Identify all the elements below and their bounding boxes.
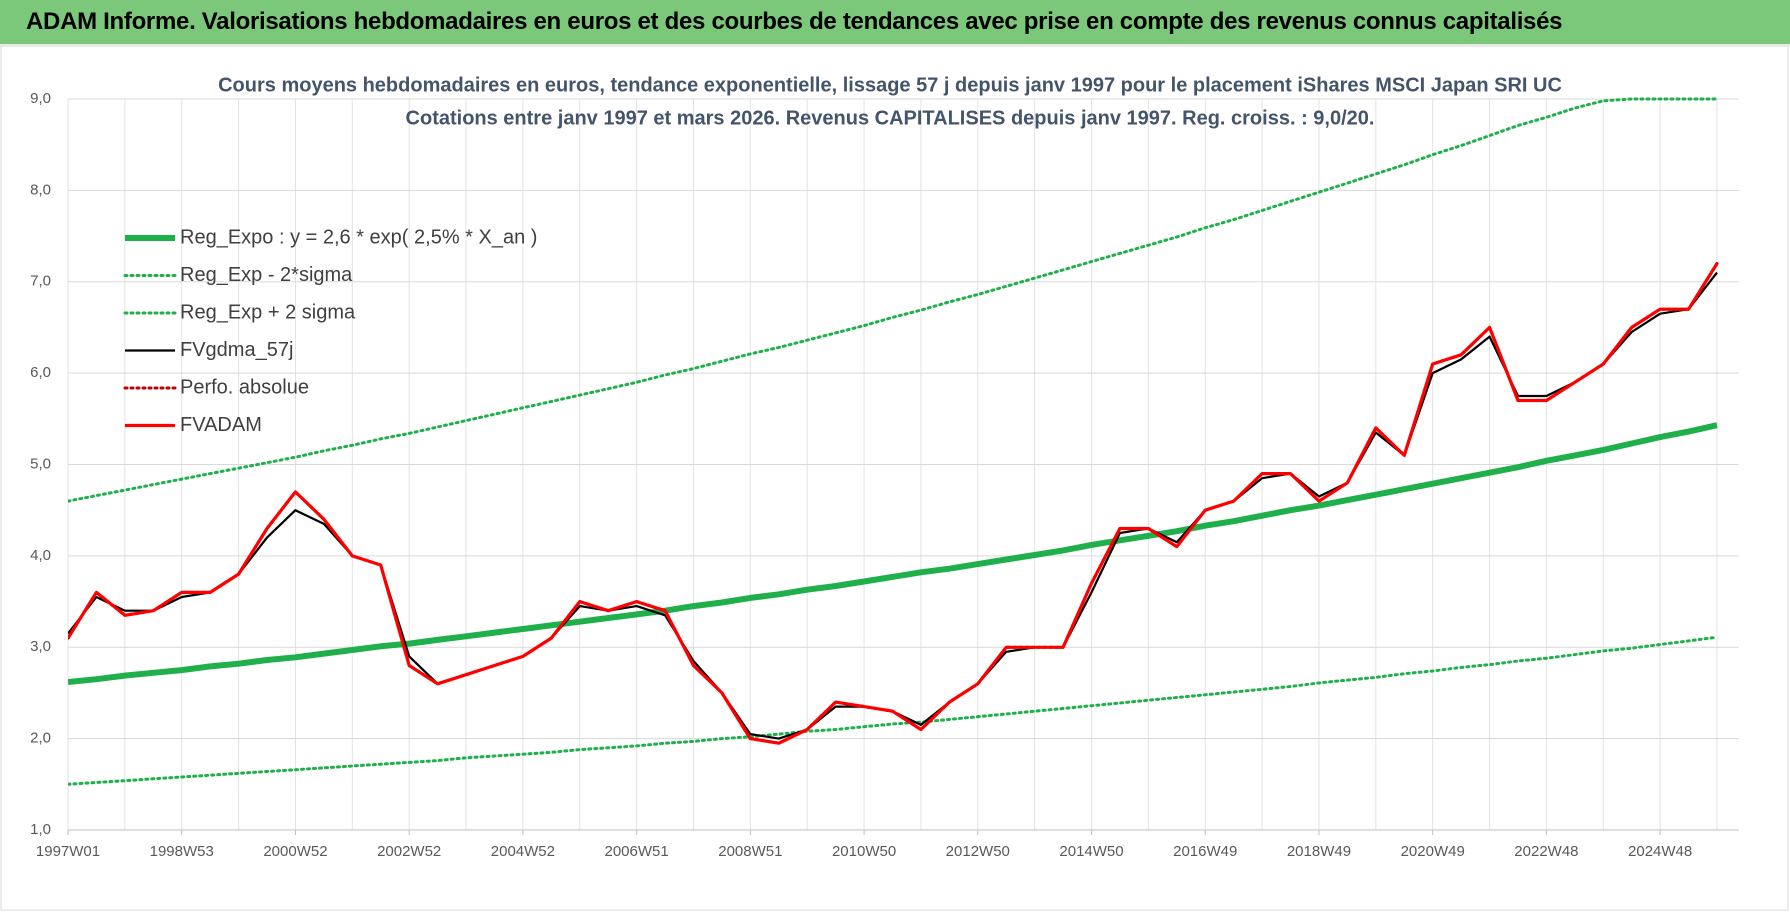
x-tick-label: 2008W51 <box>718 843 782 860</box>
legend-label: FVgdma_57j <box>180 339 293 361</box>
series-line <box>68 97 1719 503</box>
plot-lines <box>68 97 1719 786</box>
chart-subtitle: Cotations entre janv 1997 et mars 2026. … <box>406 107 1375 129</box>
x-tick-label: 2022W48 <box>1514 843 1578 860</box>
x-tick-label: 2014W50 <box>1059 843 1123 860</box>
chart-title: Cours moyens hebdomadaires en euros, ten… <box>218 74 1562 96</box>
legend-label: Reg_Exp + 2 sigma <box>180 301 356 323</box>
x-tick-label: 2012W50 <box>946 843 1010 860</box>
series-line <box>68 635 1719 786</box>
x-tick-label: 1998W53 <box>150 843 214 860</box>
header-bar: ADAM Informe. Valorisations hebdomadaire… <box>0 0 1790 46</box>
x-tick-label: 2018W49 <box>1287 843 1351 860</box>
y-tick-label: 1,0 <box>30 821 51 838</box>
legend-label: FVADAM <box>180 414 262 436</box>
legend-label: Reg_Expo : y = 2,6 * exp( 2,5% * X_an ) <box>180 226 537 248</box>
x-tick-label: 1997W01 <box>36 843 100 860</box>
x-tick-label: 2002W52 <box>377 843 441 860</box>
y-tick-label: 8,0 <box>30 181 51 198</box>
series-line <box>68 271 1718 740</box>
x-tick-label: 2024W48 <box>1628 843 1692 860</box>
series-line <box>68 262 1719 745</box>
page-title: ADAM Informe. Valorisations hebdomadaire… <box>26 8 1563 35</box>
y-tick-label: 2,0 <box>30 730 51 747</box>
x-tick-label: 2010W50 <box>832 843 896 860</box>
x-tick-label: 2020W49 <box>1401 843 1465 860</box>
legend-label: Perfo. absolue <box>180 376 309 398</box>
x-tick-label: 2000W52 <box>263 843 327 860</box>
y-tick-label: 4,0 <box>30 547 51 564</box>
grid <box>67 98 1739 831</box>
x-tick-label: 2016W49 <box>1173 843 1237 860</box>
y-tick-label: 3,0 <box>30 638 51 655</box>
legend-label: Reg_Exp - 2*sigma <box>180 264 353 286</box>
y-tick-label: 5,0 <box>30 455 51 472</box>
chart: Cours moyens hebdomadaires en euros, ten… <box>0 46 1789 911</box>
series-line <box>68 262 1719 745</box>
y-tick-label: 7,0 <box>30 273 51 290</box>
labels: Cours moyens hebdomadaires en euros, ten… <box>30 74 1692 860</box>
y-tick-label: 9,0 <box>30 90 51 107</box>
series-line <box>68 422 1718 685</box>
y-tick-label: 6,0 <box>30 364 51 381</box>
x-tick-label: 2004W52 <box>491 843 555 860</box>
x-tick-label: 2006W51 <box>605 843 669 860</box>
chart-frame <box>0 46 1789 911</box>
